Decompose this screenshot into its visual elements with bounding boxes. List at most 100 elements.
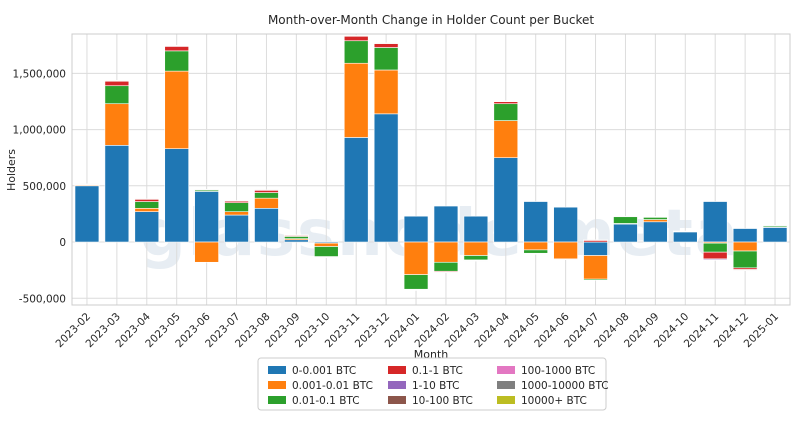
bar-segment: [224, 214, 249, 243]
bar-segment: [343, 35, 369, 42]
bar-segment: [553, 241, 578, 260]
bar-segment: [403, 241, 429, 275]
bar-segment: [194, 191, 219, 243]
bar-segment: [403, 215, 429, 243]
bar-segment: [164, 70, 189, 149]
bar-segment: [343, 40, 369, 64]
legend-label: 0.1-1 BTC: [412, 365, 463, 377]
bar-segment: [702, 242, 728, 253]
bar-segment: [433, 205, 459, 243]
bar-segment: [643, 221, 668, 243]
bar-segment: [343, 137, 369, 243]
bar-segment: [373, 43, 399, 48]
bar-segment: [104, 145, 130, 243]
bar-segment: [583, 278, 608, 281]
bar-segment: [493, 157, 519, 243]
bar-segment: [254, 192, 279, 199]
bar-segment: [164, 50, 189, 72]
bar-segment: [373, 113, 399, 243]
bar-segment: [254, 207, 279, 243]
bar-segment: [463, 241, 489, 256]
bar-segment: [373, 69, 399, 115]
legend-swatch: [388, 381, 406, 389]
bar-segment: [433, 241, 459, 263]
legend-swatch: [268, 396, 286, 404]
bar-segment: [164, 148, 189, 243]
bars-layer: [74, 35, 788, 291]
plot-frame: [71, 33, 791, 306]
bar-segment: [583, 241, 608, 256]
y-tick-label: 500,000: [23, 181, 66, 193]
y-tick-labels: -500,000 0 500,000 1,000,000 1,500,000: [13, 68, 66, 305]
y-tick-label: -500,000: [19, 293, 66, 305]
legend-label: 1-10 BTC: [412, 380, 460, 392]
bar-segment: [523, 241, 548, 251]
y-tick-label: 1,500,000: [13, 68, 66, 80]
bar-segment: [284, 239, 309, 243]
bar-segment: [613, 216, 638, 224]
y-axis-label: Holders: [5, 149, 18, 191]
bar-segment: [104, 85, 130, 105]
bar-segment: [194, 241, 219, 263]
bar-segment: [314, 242, 339, 247]
bar-segment: [702, 201, 728, 243]
bar-segment: [463, 215, 489, 243]
bar-segment: [493, 120, 519, 158]
bar-segment: [224, 202, 249, 212]
bar-segment: [613, 223, 638, 243]
chart-title: Month-over-Month Change in Holder Count …: [268, 13, 594, 27]
bar-segment: [104, 80, 130, 87]
bar-segment: [134, 207, 160, 212]
bar-segment: [523, 201, 548, 243]
legend-swatch: [497, 381, 515, 389]
legend-swatch: [497, 396, 515, 404]
bar-segment: [403, 274, 429, 290]
legend-label: 10000+ BTC: [521, 395, 587, 407]
legend: 0-0.001 BTC 0.001-0.01 BTC 0.01-0.1 BTC 0.1…: [257, 357, 609, 411]
bar-segment: [493, 101, 519, 105]
bar-segment: [373, 47, 399, 71]
bar-segment: [134, 201, 160, 209]
bar-segment: [343, 62, 369, 138]
bar-segment: [284, 236, 309, 239]
bar-segment: [673, 231, 698, 243]
bar-segment: [463, 255, 489, 261]
legend-swatch: [497, 366, 515, 374]
bar-segment: [643, 216, 668, 220]
legend-box: [257, 357, 607, 411]
bar-segment: [314, 246, 339, 257]
bar-segment: [493, 103, 519, 121]
bar-segment: [254, 190, 279, 193]
legend-swatch: [268, 366, 286, 374]
legend-swatch: [388, 366, 406, 374]
bar-segment: [583, 255, 608, 280]
bar-segment: [553, 206, 578, 243]
legend-label: 1000-10000 BTC: [521, 380, 609, 392]
x-tick-labels: 2023-022023-032023-042023-052023-062023-…: [54, 310, 782, 350]
bar-segment: [74, 185, 100, 243]
bar-segment: [523, 249, 548, 254]
legend-swatch: [268, 381, 286, 389]
legend-label: 0.01-0.1 BTC: [292, 395, 360, 407]
legend-label: 10-100 BTC: [412, 395, 473, 407]
bar-segment: [134, 211, 160, 243]
y-tick-label: 0: [59, 237, 66, 249]
legend-swatch: [388, 396, 406, 404]
bar-segment: [732, 241, 758, 252]
bar-segment: [732, 250, 758, 269]
bar-segment: [702, 251, 728, 260]
bar-segment: [762, 227, 788, 243]
legend-label: 0-0.001 BTC: [292, 365, 356, 377]
bar-segment: [134, 198, 160, 202]
bar-segment: [643, 219, 668, 223]
bar-segment: [224, 211, 249, 216]
bar-segment: [164, 46, 189, 52]
bar-segment: [104, 103, 130, 146]
bar-segment: [732, 228, 758, 243]
bar-segment: [433, 261, 459, 272]
legend-label: 0.001-0.01 BTC: [292, 380, 373, 392]
legend-label: 100-1000 BTC: [521, 365, 595, 377]
y-tick-label: 1,000,000: [13, 125, 66, 137]
bar-segment: [254, 197, 279, 209]
